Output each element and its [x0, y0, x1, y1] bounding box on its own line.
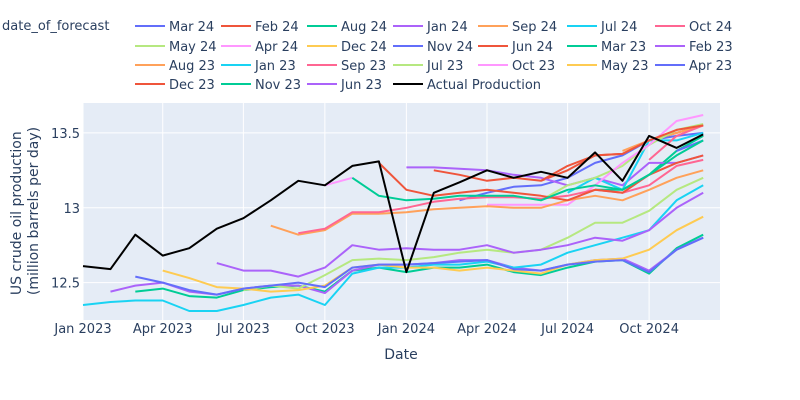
legend-label: Actual Production — [427, 78, 541, 93]
series-line-jul-23 — [243, 176, 704, 292]
legend-label: Mar 24 — [169, 20, 214, 35]
legend-label: May 23 — [601, 59, 649, 74]
legend-label: Apr 24 — [255, 40, 298, 55]
legend-label: Jul 24 — [600, 20, 637, 35]
legend-label: Apr 23 — [689, 59, 732, 74]
legend-item-jun-23[interactable]: Jun 23 — [307, 78, 382, 93]
legend-item-aug-24[interactable]: Aug 24 — [307, 20, 387, 35]
series-line-sep-23 — [298, 158, 704, 235]
legend-label: Jun 23 — [340, 78, 382, 93]
y-tick-label: 12.5 — [51, 277, 80, 292]
series-line-jul-24 — [567, 131, 704, 194]
x-tick-label: Apr 2023 — [133, 322, 193, 337]
legend-label: Oct 24 — [689, 20, 732, 35]
y-tick-label: 13 — [63, 202, 80, 217]
legend-item-sep-23[interactable]: Sep 23 — [307, 59, 386, 74]
legend-label: Nov 24 — [427, 40, 473, 55]
legend-item-jan-23[interactable]: Jan 23 — [221, 59, 296, 74]
legend-item-jan-24[interactable]: Jan 24 — [393, 20, 468, 35]
y-axis-ticks: 12.5 13 13.5 — [51, 127, 80, 292]
x-axis-title: Date — [384, 347, 417, 363]
legend-item-oct-24[interactable]: Oct 24 — [655, 20, 732, 35]
x-axis-ticks: Jan 2023 Apr 2023 Jul 2023 Oct 2023 Jan 2024… — [53, 322, 679, 337]
x-tick-label: Apr 2024 — [457, 322, 517, 337]
legend-item-apr-23[interactable]: Apr 23 — [655, 59, 732, 74]
x-tick-label: Jan 2024 — [377, 322, 435, 337]
legend-label: Oct 23 — [512, 59, 555, 74]
y-axis-title: US crude oil production (million barrels… — [9, 127, 42, 295]
legend-item-dec-24[interactable]: Dec 24 — [307, 40, 387, 55]
legend-item-sep-24[interactable]: Sep 24 — [478, 20, 557, 35]
x-tick-label: Jul 2023 — [216, 322, 270, 337]
legend-item-nov-23[interactable]: Nov 23 — [221, 78, 301, 93]
legend-item-nov-24[interactable]: Nov 24 — [393, 40, 473, 55]
y-axis-title-line-2: (million barrels per day) — [26, 127, 42, 295]
legend-label: Dec 24 — [341, 40, 387, 55]
series-line-may-23 — [162, 215, 704, 293]
legend-label: Sep 23 — [341, 59, 386, 74]
legend-item-mar-23[interactable]: Mar 23 — [567, 40, 646, 55]
legend-item-jul-24[interactable]: Jul 24 — [567, 20, 637, 35]
series-line-actual-production — [82, 133, 704, 274]
series-line-jun-23 — [216, 191, 704, 278]
legend-item-dec-23[interactable]: Dec 23 — [135, 78, 215, 93]
legend-label: Aug 24 — [341, 20, 387, 35]
legend-label: Jan 23 — [254, 59, 296, 74]
series-line-oct-24 — [648, 124, 704, 161]
legend-item-jun-24[interactable]: Jun 24 — [478, 40, 553, 55]
legend-item-feb-24[interactable]: Feb 24 — [221, 20, 299, 35]
legend-label: Jan 24 — [426, 20, 468, 35]
series-line-nov-23 — [351, 139, 704, 202]
legend-item-actual-production[interactable]: Actual Production — [393, 78, 541, 93]
series-line-jan-23 — [82, 184, 704, 312]
legend-label: Feb 24 — [255, 20, 299, 35]
legend-label: May 24 — [169, 40, 217, 55]
legend-label: Aug 23 — [169, 59, 215, 74]
legend-label: Nov 23 — [255, 78, 301, 93]
series-lines — [82, 114, 704, 312]
series-line-aug-23 — [270, 169, 704, 236]
x-tick-label: Jan 2023 — [53, 322, 111, 337]
legend-item-jul-23[interactable]: Jul 23 — [393, 59, 463, 74]
legend[interactable]: Mar 24 Feb 24 Aug 24 Jan 24 Sep 24 Jul 24 Oct … — [135, 20, 733, 93]
legend-item-may-24[interactable]: May 24 — [135, 40, 217, 55]
y-tick-label: 13.5 — [51, 127, 80, 142]
legend-label: Sep 24 — [512, 20, 557, 35]
legend-item-oct-23[interactable]: Oct 23 — [478, 59, 555, 74]
legend-label: Feb 23 — [689, 40, 733, 55]
legend-label: Mar 23 — [601, 40, 646, 55]
legend-item-apr-24[interactable]: Apr 24 — [221, 40, 298, 55]
y-axis-title-line-1: US crude oil production — [9, 131, 25, 295]
x-tick-label: Oct 2023 — [295, 322, 355, 337]
series-line-apr-23 — [135, 236, 704, 296]
x-tick-label: Oct 2024 — [619, 322, 679, 337]
series-line-jun-24 — [540, 124, 704, 182]
x-tick-label: Jul 2024 — [540, 322, 594, 337]
legend-label: Jul 23 — [426, 59, 463, 74]
legend-label: Dec 23 — [169, 78, 215, 93]
legend-item-feb-23[interactable]: Feb 23 — [655, 40, 733, 55]
legend-title: date_of_forecast — [2, 19, 109, 34]
legend-item-aug-23[interactable]: Aug 23 — [135, 59, 215, 74]
series-line-oct-23 — [324, 176, 353, 187]
series-line-jan-24 — [406, 154, 704, 187]
legend-item-mar-24[interactable]: Mar 24 — [135, 20, 214, 35]
legend-label: Jun 24 — [511, 40, 553, 55]
legend-item-may-23[interactable]: May 23 — [567, 59, 649, 74]
